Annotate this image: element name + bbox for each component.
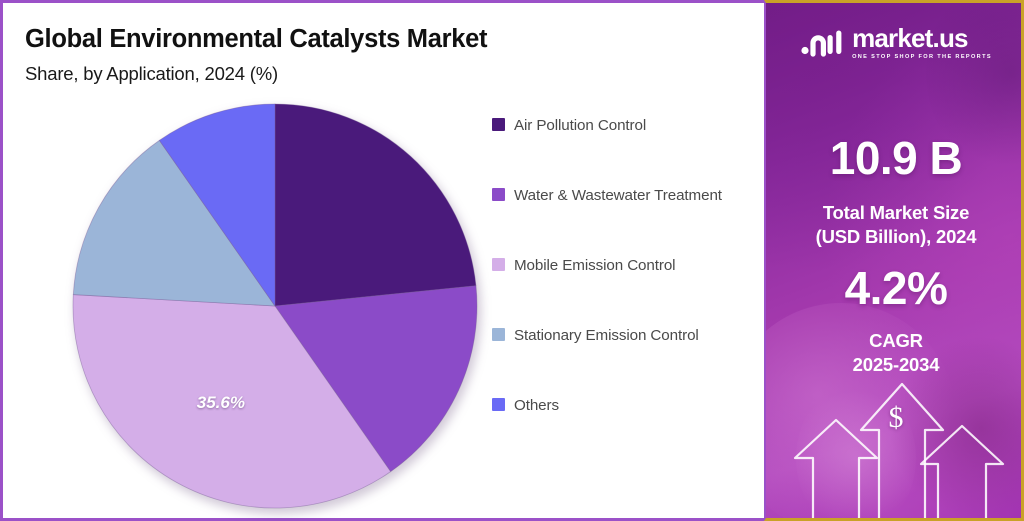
growth-arrows-icon [793,382,1005,518]
brand-logo: market.us ONE STOP SHOP FOR THE REPORTS [766,23,1021,60]
legend-item[interactable]: Water & Wastewater Treatment [492,185,757,207]
pie-slice [72,294,392,509]
legend-swatch-icon [492,328,505,341]
legend-swatch-icon [492,188,505,201]
brand-tagline: ONE STOP SHOP FOR THE REPORTS [852,54,992,60]
pie-chart-svg [72,103,478,509]
legend-item-label: Stationary Emission Control [514,327,699,344]
caption-line-2: (USD Billion), 2024 [815,225,977,247]
pie-slice [72,139,276,307]
legend-item[interactable]: Mobile Emission Control [492,255,757,277]
cagr-value: 4.2% [844,262,948,314]
total-market-size-caption: Total Market Size (USD Billion), 2024 [766,201,1021,248]
legend-item[interactable]: Others [492,395,757,417]
market-us-logo-icon [801,30,842,57]
pie-chart: 35.6% [72,103,481,514]
legend-item-label: Air Pollution Control [514,117,647,134]
pie-slice [274,103,477,307]
legend-swatch-icon [492,258,505,271]
total-market-size-value: 10.9 B [829,132,963,184]
legend-item[interactable]: Air Pollution Control [492,115,757,137]
pie-slice [274,285,478,473]
dollar-sign-icon: $ [888,401,904,434]
caption-line-1: CAGR [869,330,923,351]
brand-name: market.us [852,23,968,53]
legend-swatch-icon [492,398,505,411]
caption-line-1: Total Market Size [822,202,970,223]
legend-item-label: Others [514,397,559,414]
caption-line-2: 2025-2034 [852,353,940,375]
legend-item-label: Water & Wastewater Treatment [514,187,722,204]
legend-item[interactable]: Stationary Emission Control [492,325,757,347]
legend-swatch-icon [492,118,505,131]
legend-item-label: Mobile Emission Control [514,257,676,274]
chart-panel: Global Environmental Catalysts Market Sh… [0,0,764,521]
cagr-caption: CAGR 2025-2034 [766,329,1021,376]
brand-panel: market.us ONE STOP SHOP FOR THE REPORTS … [764,0,1024,521]
page-subtitle: Share, by Application, 2024 (%) [25,63,278,84]
page-title: Global Environmental Catalysts Market [25,25,488,53]
pie-slice [158,103,276,308]
pie-slice-label: 35.6% [196,393,245,413]
